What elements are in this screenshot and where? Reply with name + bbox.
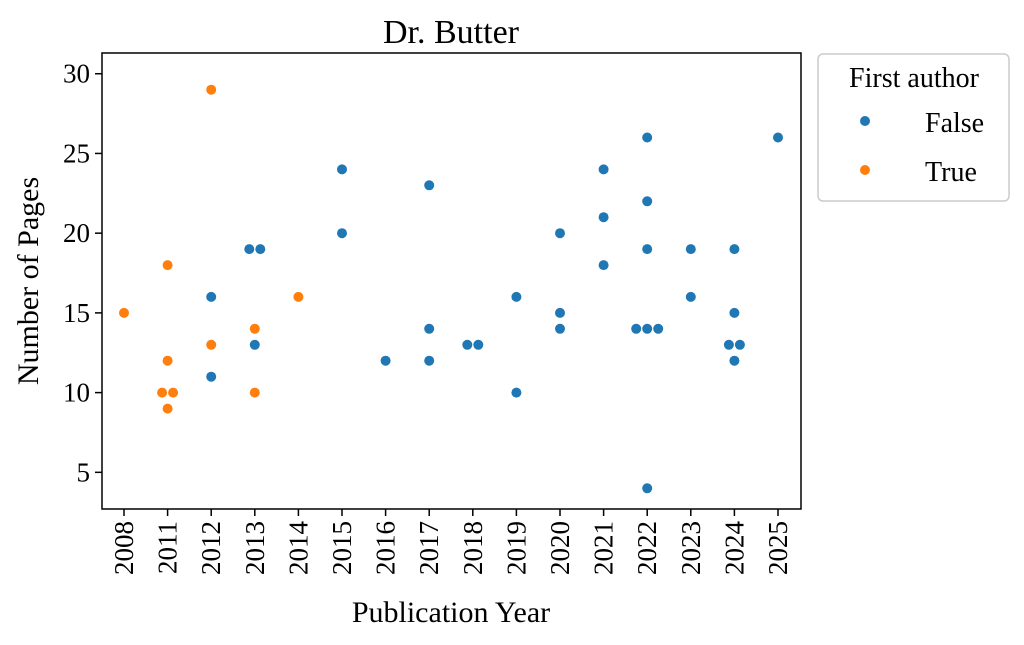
data-point xyxy=(685,291,696,302)
data-point xyxy=(729,307,740,318)
data-point xyxy=(462,339,473,350)
data-point xyxy=(511,291,522,302)
x-tick-label: 2020 xyxy=(545,521,575,575)
x-tick-label: 2023 xyxy=(676,521,706,575)
data-point xyxy=(598,212,609,223)
data-point xyxy=(337,164,347,175)
x-tick-label: 2016 xyxy=(371,521,401,575)
data-point xyxy=(773,132,783,143)
data-point xyxy=(555,323,565,334)
data-point xyxy=(685,244,696,255)
data-point xyxy=(424,323,435,334)
data-point xyxy=(249,323,260,334)
data-point xyxy=(642,323,653,334)
plot-area xyxy=(101,52,802,510)
data-point xyxy=(206,339,217,350)
y-axis: 5 10 15 20 25 30 xyxy=(63,59,102,487)
data-point xyxy=(424,180,435,191)
data-point xyxy=(168,387,179,398)
y-tick-label: 25 xyxy=(63,138,90,168)
x-tick-label: 2022 xyxy=(632,521,662,575)
x-tick-label: 2013 xyxy=(240,521,270,575)
x-tick-label: 2021 xyxy=(589,521,619,575)
legend-marker-true xyxy=(860,165,870,175)
y-tick-label: 20 xyxy=(63,218,90,248)
y-tick-label: 30 xyxy=(63,59,90,89)
x-axis-label: Publication Year xyxy=(352,596,550,629)
data-point xyxy=(631,323,642,334)
x-tick-label: 2018 xyxy=(458,521,488,575)
data-point xyxy=(642,244,653,255)
data-point xyxy=(642,483,653,494)
legend-title: First author xyxy=(849,63,980,94)
x-tick-label: 2015 xyxy=(327,521,357,575)
chart-title: Dr. Butter xyxy=(383,14,520,51)
x-tick-label: 2019 xyxy=(501,521,531,575)
data-point xyxy=(162,260,173,271)
y-tick-label: 5 xyxy=(77,457,91,487)
x-tick-label: 2025 xyxy=(763,521,793,575)
legend-label-true: True xyxy=(925,157,977,188)
y-tick-label: 10 xyxy=(63,378,90,408)
legend: First author False True xyxy=(817,53,1010,202)
data-point xyxy=(424,355,435,366)
data-point xyxy=(723,339,734,350)
data-point xyxy=(511,387,522,398)
data-point xyxy=(206,371,217,382)
y-tick-label: 15 xyxy=(63,298,90,328)
y-axis-label: Number of Pages xyxy=(12,177,45,385)
data-point xyxy=(255,244,266,255)
data-point xyxy=(653,323,664,334)
x-tick-label: 2012 xyxy=(196,521,226,575)
data-point xyxy=(734,339,745,350)
data-point xyxy=(555,228,565,239)
data-point xyxy=(162,355,173,366)
plot-frame xyxy=(101,52,802,510)
x-tick-label: 2011 xyxy=(153,521,183,574)
x-tick-label: 2024 xyxy=(719,521,749,576)
legend-frame xyxy=(817,53,1010,202)
data-point xyxy=(119,307,129,318)
data-point xyxy=(598,260,609,271)
data-point xyxy=(555,307,565,318)
data-point xyxy=(293,291,304,302)
data-point xyxy=(244,244,255,255)
data-point xyxy=(206,291,217,302)
data-point xyxy=(380,355,391,366)
data-point xyxy=(162,403,173,414)
x-tick-label: 2008 xyxy=(109,521,139,575)
data-point xyxy=(642,132,653,143)
data-point xyxy=(598,164,609,175)
data-point xyxy=(473,339,484,350)
legend-marker-false xyxy=(860,116,870,126)
data-point xyxy=(642,196,653,207)
data-point xyxy=(729,355,740,366)
data-point xyxy=(157,387,168,398)
data-point xyxy=(729,244,740,255)
data-point xyxy=(249,339,260,350)
data-point xyxy=(206,84,217,95)
legend-label-false: False xyxy=(925,108,984,139)
data-points xyxy=(119,84,783,494)
data-point xyxy=(337,228,347,239)
data-point xyxy=(249,387,260,398)
x-tick-label: 2014 xyxy=(283,521,313,576)
x-tick-label: 2017 xyxy=(414,521,444,575)
x-axis: 2008 2011 2012 2013 2014 2015 2016 2017 2018 2019… xyxy=(109,509,793,575)
